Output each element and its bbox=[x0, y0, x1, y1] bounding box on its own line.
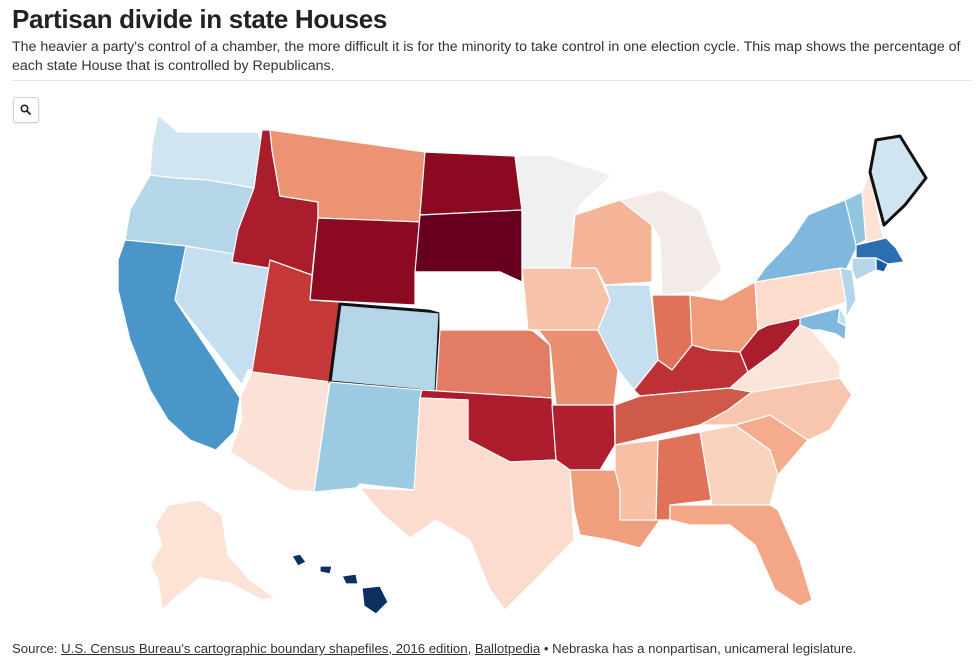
state-ia[interactable] bbox=[521, 267, 611, 331]
page-subtitle: The heavier a party's control of a chamb… bbox=[12, 39, 961, 74]
state-ak[interactable] bbox=[149, 499, 276, 611]
state-tx[interactable] bbox=[359, 397, 575, 611]
source-separator: , bbox=[467, 641, 475, 656]
state-az[interactable] bbox=[229, 371, 331, 493]
state-ar[interactable] bbox=[551, 404, 616, 471]
state-mn[interactable] bbox=[514, 154, 613, 269]
state-il[interactable] bbox=[597, 284, 659, 391]
header-divider bbox=[12, 80, 972, 81]
ballotpedia-link[interactable]: Ballotpedia bbox=[474, 641, 541, 656]
state-fl[interactable] bbox=[669, 504, 813, 607]
census-link[interactable]: U.S. Census Bureau's cartographic bounda… bbox=[61, 641, 468, 656]
nebraska-note: • Nebraska has a nonpartisan, unicameral… bbox=[540, 641, 857, 656]
state-nm[interactable] bbox=[313, 381, 423, 493]
state-hi[interactable] bbox=[291, 553, 389, 615]
state-ms[interactable] bbox=[614, 439, 659, 521]
state-nd[interactable] bbox=[419, 151, 523, 216]
state-md[interactable] bbox=[799, 307, 847, 341]
source-note: Source: U.S. Census Bureau's cartographi… bbox=[12, 641, 856, 656]
state-nh[interactable] bbox=[861, 171, 885, 243]
state-wy[interactable] bbox=[309, 217, 423, 306]
us-state-map bbox=[117, 114, 928, 615]
zoom-button[interactable] bbox=[13, 97, 39, 123]
state-ks[interactable] bbox=[435, 329, 553, 399]
state-co[interactable] bbox=[328, 302, 442, 394]
source-label: Source: bbox=[12, 641, 62, 656]
search-icon bbox=[20, 104, 31, 115]
page-title: Partisan divide in state Houses bbox=[12, 4, 388, 34]
state-nj[interactable] bbox=[839, 267, 857, 319]
state-ct[interactable] bbox=[851, 257, 877, 281]
state-mi[interactable] bbox=[619, 189, 723, 296]
state-sd[interactable] bbox=[414, 209, 523, 283]
state-me[interactable] bbox=[868, 134, 928, 227]
